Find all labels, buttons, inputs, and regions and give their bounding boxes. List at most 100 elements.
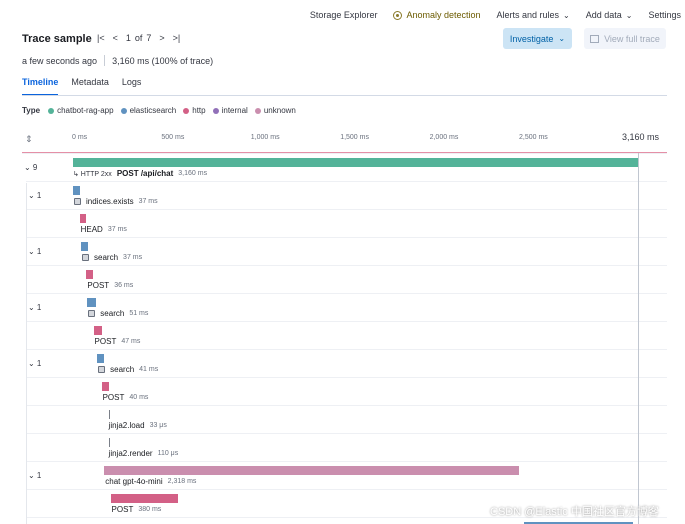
span-label[interactable]: jinja2.load 33 μs bbox=[109, 421, 167, 430]
span-label[interactable]: POST 36 ms bbox=[87, 281, 133, 290]
span-name: POST bbox=[111, 505, 134, 514]
span-bar[interactable] bbox=[108, 438, 110, 447]
span-label[interactable]: POST 380 ms bbox=[112, 505, 162, 514]
legend-dot bbox=[120, 107, 127, 114]
span-bar[interactable] bbox=[87, 298, 97, 307]
row-separator bbox=[26, 181, 667, 182]
divider bbox=[104, 55, 106, 66]
span-bar[interactable] bbox=[97, 354, 105, 363]
span-name: jinja2.render bbox=[108, 449, 153, 458]
nav-storage-explorer[interactable]: Storage Explorer bbox=[309, 10, 378, 20]
span-toggle[interactable]: ⌄ 1 bbox=[28, 471, 42, 480]
span-duration: 47 ms bbox=[121, 338, 141, 345]
span-duration: 40 ms bbox=[129, 394, 149, 401]
nav-anomaly-detection[interactable]: Anomaly detection bbox=[393, 10, 481, 20]
database-icon bbox=[98, 366, 106, 373]
tab-timeline[interactable]: Timeline bbox=[22, 74, 59, 96]
tab-bar: Timeline Metadata Logs bbox=[22, 74, 154, 96]
span-bar[interactable] bbox=[108, 410, 110, 419]
span-bar[interactable] bbox=[104, 466, 519, 475]
span-duration: 380 ms bbox=[138, 506, 162, 513]
span-label[interactable]: HEAD 37 ms bbox=[81, 225, 127, 234]
span-bar[interactable] bbox=[86, 270, 93, 279]
axis-tick-label: 2,000 ms bbox=[429, 134, 459, 141]
nesting-guide bbox=[26, 183, 27, 524]
prev-page-icon[interactable]: < bbox=[112, 33, 118, 43]
span-bar[interactable] bbox=[523, 522, 633, 524]
span-label[interactable]: POST 47 ms bbox=[95, 337, 141, 346]
database-icon bbox=[74, 198, 81, 205]
span-label[interactable]: ↳ HTTP 2xx POST /api/chat 3,160 ms bbox=[73, 169, 207, 178]
span-name: search bbox=[100, 309, 125, 318]
axis-tick-label: 0 ms bbox=[72, 134, 88, 141]
axis-tick-label: 1,000 ms bbox=[250, 134, 280, 141]
span-bar[interactable] bbox=[73, 186, 80, 195]
span-duration: 33 μs bbox=[149, 422, 167, 429]
page-title: Trace sample bbox=[22, 33, 92, 45]
nav-settings[interactable]: Settings bbox=[648, 10, 681, 20]
span-toggle[interactable]: ⌄ 9 bbox=[24, 163, 38, 172]
next-page-icon[interactable]: > bbox=[159, 33, 165, 43]
span-bar[interactable] bbox=[93, 326, 102, 335]
anomaly-icon bbox=[393, 10, 403, 20]
span-name: jinja2.load bbox=[108, 421, 145, 430]
span-name: search bbox=[110, 365, 135, 374]
trace-pager: |< < 1 of 7 > >| bbox=[97, 33, 188, 43]
nav-alerts-and-rules[interactable]: Alerts and rules ⌄ bbox=[496, 10, 570, 20]
span-label[interactable]: indices.exists 37 ms bbox=[74, 197, 158, 206]
database-icon bbox=[88, 310, 96, 317]
span-name: POST bbox=[102, 393, 125, 402]
row-separator bbox=[26, 265, 667, 266]
span-duration: 110 μs bbox=[157, 450, 179, 457]
nav-add-data[interactable]: Add data ⌄ bbox=[585, 10, 633, 20]
axis-tick-label: 500 ms bbox=[161, 134, 185, 141]
span-label[interactable]: search 41 ms bbox=[98, 365, 158, 374]
span-duration: 51 ms bbox=[129, 310, 149, 317]
external-view-icon bbox=[590, 34, 600, 43]
legend-item: internal bbox=[212, 106, 248, 115]
span-bar[interactable] bbox=[110, 494, 179, 503]
tab-metadata[interactable]: Metadata bbox=[71, 77, 109, 87]
span-toggle[interactable]: ⌄ 1 bbox=[28, 359, 42, 368]
row-separator bbox=[26, 433, 667, 434]
span-label[interactable]: chat gpt-4o-mini 2,318 ms bbox=[105, 477, 196, 486]
span-toggle[interactable]: ⌄ 1 bbox=[28, 191, 42, 200]
axis-tick-label: 2,500 ms bbox=[518, 134, 548, 141]
legend-dot bbox=[48, 107, 55, 114]
legend-item: chatbot-rag-app bbox=[48, 106, 114, 115]
span-name: HEAD bbox=[80, 225, 103, 234]
span-toggle[interactable]: ⌄ 1 bbox=[28, 247, 42, 256]
span-label[interactable]: jinja2.render 110 μs bbox=[109, 449, 179, 458]
span-bar[interactable] bbox=[101, 382, 109, 391]
tab-logs[interactable]: Logs bbox=[121, 77, 142, 87]
span-duration: 2,318 ms bbox=[167, 478, 197, 485]
legend-dot bbox=[183, 107, 190, 114]
row-separator bbox=[26, 461, 667, 462]
span-bar[interactable] bbox=[73, 158, 638, 167]
investigate-button[interactable]: Investigate ⌄ bbox=[503, 28, 572, 49]
span-duration: 37 ms bbox=[138, 198, 158, 205]
http-status-badge: ↳ HTTP 2xx bbox=[73, 170, 112, 178]
span-label[interactable]: POST 40 ms bbox=[103, 393, 149, 402]
span-toggle[interactable]: ⌄ 1 bbox=[28, 303, 42, 312]
span-name: POST /api/chat bbox=[116, 169, 174, 178]
trace-end-marker bbox=[638, 153, 639, 524]
first-page-icon[interactable]: |< bbox=[97, 33, 105, 43]
span-bar[interactable] bbox=[81, 242, 88, 251]
span-duration: 36 ms bbox=[114, 282, 134, 289]
time-ago: a few seconds ago bbox=[22, 55, 98, 66]
view-full-trace-button[interactable]: View full trace bbox=[584, 28, 666, 49]
legend-item: elasticsearch bbox=[120, 106, 176, 115]
span-label[interactable]: search 51 ms bbox=[88, 309, 148, 318]
span-name: chat gpt-4o-mini bbox=[105, 477, 163, 486]
collapse-all-icon[interactable]: ⇕ bbox=[25, 134, 33, 144]
pager-total: 7 bbox=[146, 33, 152, 43]
last-page-icon[interactable]: >| bbox=[172, 33, 181, 43]
legend-dot bbox=[212, 107, 219, 114]
chevron-down-icon: ⌄ bbox=[558, 34, 566, 43]
span-label[interactable]: search 37 ms bbox=[82, 253, 142, 262]
span-bar[interactable] bbox=[79, 214, 87, 223]
chevron-down-icon: ⌄ bbox=[625, 10, 633, 20]
axis-line bbox=[22, 152, 667, 153]
legend-item: http bbox=[183, 106, 206, 115]
